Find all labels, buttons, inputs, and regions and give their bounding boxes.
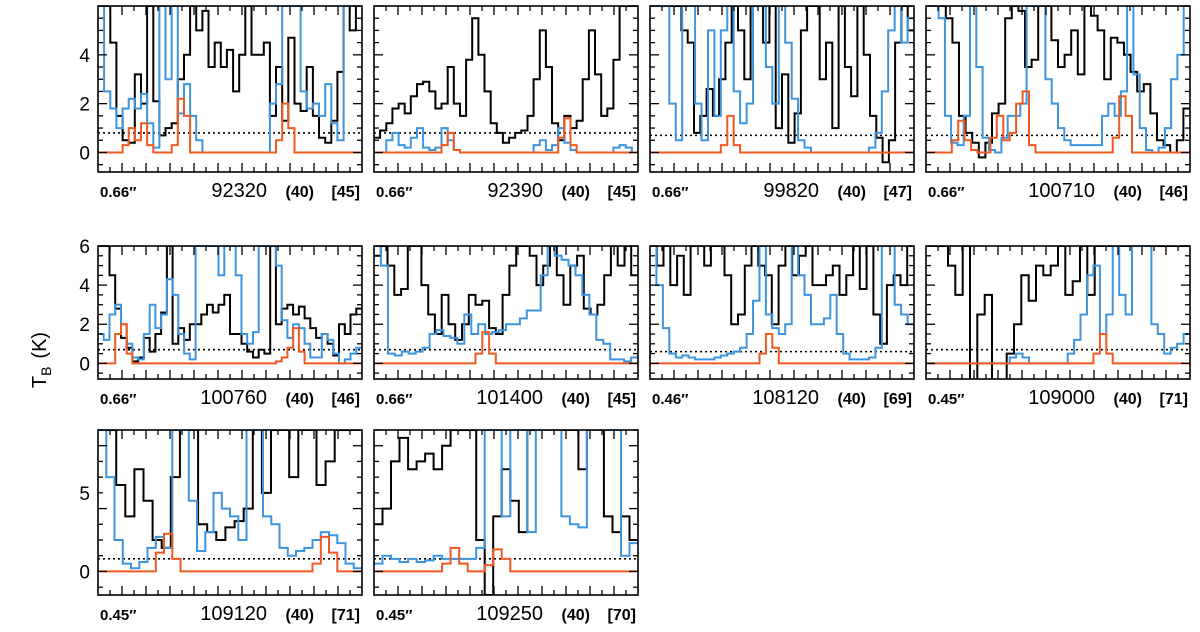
y-tick-label: 0 (79, 143, 90, 164)
series-model_total (374, 246, 638, 363)
series-model_species (374, 117, 638, 154)
y-tick-label: 2 (79, 315, 90, 336)
y-tick-label: 6 (79, 237, 90, 258)
spectrum-panel-109120: 0 5 0.45″ 109120 (40) [71] (79, 429, 363, 625)
width-label: (40) (286, 184, 314, 201)
series-observed (374, 430, 638, 595)
spectrum-panel-92320: 0 2 4 0.66″ 92320 (40) [45] (79, 5, 363, 202)
frequency-label: 109120 (200, 603, 267, 625)
series-model_species (926, 333, 1190, 365)
frequency-label: 92390 (487, 180, 543, 202)
width-label: (40) (838, 391, 866, 408)
beam-size-label: 0.66″ (100, 184, 136, 201)
y-tick-label: 4 (79, 276, 90, 297)
series-observed (926, 246, 1190, 379)
index-label: [45] (332, 184, 360, 201)
panel-frame (373, 5, 639, 173)
width-label: (40) (1114, 391, 1142, 408)
series-observed (98, 6, 362, 144)
width-label: (40) (562, 391, 590, 408)
y-tick-label: 0 (79, 354, 90, 375)
series-observed (98, 430, 362, 549)
width-label: (40) (286, 391, 314, 408)
spectrum-panel-100710: 0.66″ 100710 (40) [46] (925, 5, 1191, 202)
series-model_total (650, 246, 914, 361)
series-model_total (98, 6, 362, 154)
series-model_total (374, 430, 638, 565)
frequency-label: 109000 (1028, 387, 1095, 409)
spectrum-panel-92390: 0.66″ 92390 (40) [45] (373, 5, 639, 202)
frequency-label: 109250 (476, 603, 543, 625)
spectrum-panel-108120: 0.46″ 108120 (40) [69] (649, 245, 915, 409)
series-observed (650, 246, 914, 345)
beam-size-label: 0.66″ (100, 391, 136, 408)
width-label: (40) (562, 184, 590, 201)
series-model_species (98, 97, 362, 154)
series-model_total (374, 127, 638, 154)
panel-frame (373, 429, 639, 596)
series-model_species (374, 331, 638, 365)
series-model_total (98, 246, 362, 365)
y-tick-label: 5 (79, 484, 90, 505)
beam-size-label: 0.45″ (376, 607, 412, 624)
series-model_species (650, 114, 914, 154)
spectrum-panel-100760: 0 2 4 6 0.66″ 100760 (40) [46] (79, 237, 363, 409)
index-label: [69] (884, 391, 912, 408)
series-observed (374, 6, 638, 144)
series-model_species (98, 323, 362, 365)
index-label: [46] (332, 391, 360, 408)
series-model_total (926, 6, 1190, 154)
spectrum-panel-109000: 0.45″ 109000 (40) [71] (925, 245, 1191, 409)
width-label: (40) (1114, 184, 1142, 201)
y-tick-label: 4 (79, 46, 90, 67)
index-label: [46] (1160, 184, 1188, 201)
series-model_species (926, 90, 1190, 154)
beam-size-label: 0.45″ (100, 607, 136, 624)
y-tick-label: 2 (79, 95, 90, 116)
frequency-label: 100710 (1028, 180, 1095, 202)
spectrum-panel-109250: 0.45″ 109250 (40) [70] (373, 429, 639, 625)
frequency-label: 92320 (211, 180, 267, 202)
frequency-label: 100760 (200, 387, 267, 409)
beam-size-label: 0.45″ (928, 391, 964, 408)
series-model_total (98, 430, 362, 570)
frequency-label: 99820 (763, 180, 819, 202)
series-model_total (650, 6, 914, 154)
series-model_species (374, 546, 638, 573)
beam-size-label: 0.66″ (928, 184, 964, 201)
series-model_species (98, 532, 362, 573)
series-observed (650, 6, 914, 164)
y-tick-label: 0 (79, 562, 90, 583)
index-label: [47] (884, 184, 912, 201)
width-label: (40) (562, 607, 590, 624)
frequency-label: 108120 (752, 387, 819, 409)
beam-size-label: 0.66″ (376, 184, 412, 201)
y-axis-label: TB(K) (29, 332, 54, 388)
frequency-label: 101400 (476, 387, 543, 409)
series-model_species (650, 333, 914, 365)
index-label: [45] (608, 184, 636, 201)
series-observed (926, 6, 1190, 159)
beam-size-label: 0.46″ (652, 391, 688, 408)
beam-size-label: 0.66″ (376, 391, 412, 408)
beam-size-label: 0.66″ (652, 184, 688, 201)
panel-frame (97, 5, 363, 173)
index-label: [71] (1160, 391, 1188, 408)
index-label: [70] (608, 607, 636, 624)
spectrum-panel-101400: 0.66″ 101400 (40) [45] (373, 245, 639, 409)
spectrum-panel-99820: 0.66″ 99820 (40) [47] (649, 5, 915, 202)
width-label: (40) (286, 607, 314, 624)
index-label: [45] (608, 391, 636, 408)
width-label: (40) (838, 184, 866, 201)
index-label: [71] (332, 607, 360, 624)
